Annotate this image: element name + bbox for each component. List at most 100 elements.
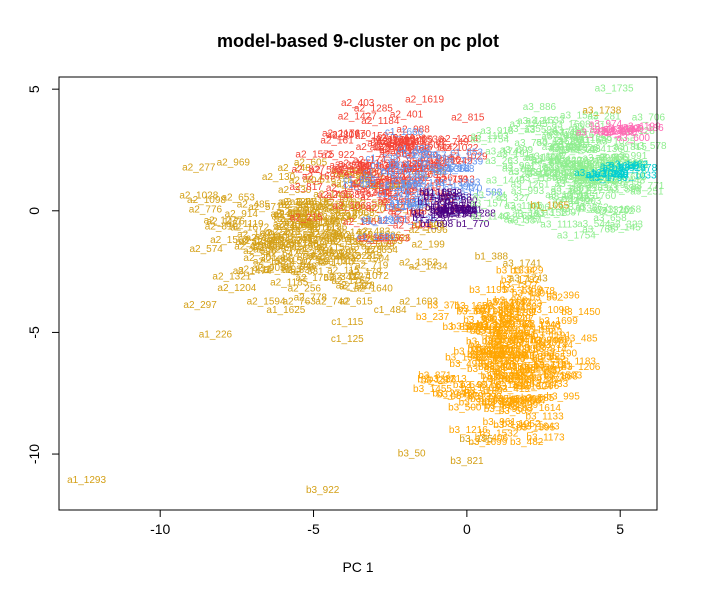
annotation-label: b3_922 — [306, 485, 340, 496]
data-point-label: a3_1684 — [573, 166, 612, 177]
data-point-label: c1_1633 — [390, 199, 429, 210]
data-point-label: a2_988 — [396, 125, 430, 136]
data-point-label: b3_1133 — [525, 412, 564, 423]
data-point-label: c1_853 — [450, 148, 483, 159]
data-point-label: a3_1012 — [572, 122, 611, 133]
data-point-label: b3_907 — [460, 380, 494, 391]
data-point-label: a2_1040 — [315, 257, 354, 268]
data-point-label: a2_543 — [279, 233, 313, 244]
data-point-label: b3_537 — [470, 351, 504, 362]
data-point-label: b3_1443 — [523, 328, 562, 339]
data-point-label: b3_694 — [472, 350, 506, 361]
data-point-label: a2_215 — [290, 213, 324, 224]
annotation-label: a2_297 — [183, 300, 217, 311]
data-point-label: b3_300 — [508, 344, 542, 355]
data-point-label: a3_1077 — [525, 152, 564, 163]
data-point-label: a2_588 — [287, 207, 321, 218]
data-point-label: b3_502 — [530, 293, 564, 304]
data-point-label: a2_836 — [428, 155, 462, 166]
data-point-label: b3_1132 — [525, 366, 564, 377]
data-point-label: a2_1458 — [384, 163, 423, 174]
data-point-label: a2_743 — [362, 173, 396, 184]
data-point-label: a3_951 — [593, 156, 627, 167]
annotation-label: c1_125 — [331, 334, 364, 345]
data-point-label: a2_708 — [281, 262, 315, 273]
data-point-label: a2_795 — [318, 190, 352, 201]
data-point-label: b3_878 — [522, 286, 556, 297]
data-point-label: a2_138 — [235, 237, 269, 248]
data-point-label: b3_406 — [475, 433, 509, 444]
data-point-label: a2_742 — [315, 297, 349, 308]
data-point-label: a2_1109 — [255, 232, 294, 243]
data-point-label: a2_790 — [335, 161, 369, 172]
data-point-label: b3_247 — [500, 314, 534, 325]
annotation-label: b3_50 — [398, 449, 426, 460]
data-point-label: b3_864 — [509, 394, 543, 405]
data-point-label: a2_1534 — [317, 212, 356, 223]
data-point-label: a3_543 — [557, 159, 591, 170]
data-point-label: a2_103 — [413, 159, 447, 170]
data-point-label: b3_237 — [416, 312, 450, 323]
data-point-label: a3_232 — [603, 127, 637, 138]
data-point-label: b3_1275 — [468, 345, 507, 356]
data-point-label: c1_433 — [397, 144, 430, 155]
data-point-label: a2_255 — [275, 230, 309, 241]
data-point-label: a3_991 — [614, 151, 648, 162]
data-point-label: a2_1051 — [311, 250, 350, 261]
data-point-label: a2_537 — [339, 282, 373, 293]
data-point-label: a2_1513 — [436, 174, 475, 185]
data-point-label: a2_330 — [282, 265, 316, 276]
data-point-label: b3_1404 — [451, 321, 490, 332]
data-point-label: b3_933 — [502, 319, 536, 330]
data-point-label: b3_1195 — [469, 285, 508, 296]
data-point-label: b3_1377 — [487, 356, 526, 367]
data-point-label: a3_1128 — [548, 191, 587, 202]
data-point-label: b3_1344 — [493, 420, 532, 431]
data-point-label: a3_284 — [552, 125, 586, 136]
data-point-label: b3_585 — [521, 393, 555, 404]
data-point-label: b3_1191 — [533, 330, 572, 341]
data-point-label: a2_1792 — [281, 214, 320, 225]
data-point-label: a3_959 — [602, 160, 636, 171]
data-point-label: b3_1761 — [498, 307, 537, 318]
data-point-label: a2_969 — [217, 158, 251, 169]
data-point-label: a2_585 — [399, 142, 433, 153]
data-point-label: a3_901 — [502, 161, 536, 172]
data-point-label: a3_1267 — [577, 169, 616, 180]
data-point-label: a3_1705 — [555, 164, 594, 175]
data-point-label: a3_1448 — [606, 176, 645, 187]
data-point-label: a2_1152 — [360, 192, 399, 203]
data-point-label: c1_168 — [442, 164, 475, 175]
data-point-label: c1_602 — [381, 167, 414, 178]
data-point-label: b3_466 — [469, 340, 503, 351]
data-point-label: a2_1353 — [399, 257, 438, 268]
data-point-label: c1_920 — [394, 176, 427, 187]
data-point-label: a2_783 — [369, 236, 403, 247]
data-point-label: a2_161 — [320, 135, 354, 146]
data-point-label: b3_1643 — [521, 422, 560, 433]
data-point-label: a3_660 — [584, 156, 618, 167]
data-point-label: a3_492 — [578, 159, 612, 170]
data-point-label: a2_732 — [387, 164, 421, 175]
data-point-label: b3_311 — [459, 398, 492, 409]
data-point-label: a2_749 — [261, 228, 295, 239]
data-point-label: a2_243 — [307, 224, 341, 235]
annotation-label: a3_1741 — [503, 259, 542, 270]
data-point-label: a2_215 — [340, 230, 374, 241]
data-point-label: a3_162 — [564, 160, 598, 171]
data-point-label: a3_376 — [552, 202, 586, 213]
data-point-label: a3_544 — [577, 219, 611, 230]
data-point-label: a3_190 — [611, 124, 645, 135]
data-point-label: a2_401 — [390, 110, 424, 121]
data-point-label: b3_1633 — [493, 298, 532, 309]
data-point-label: b3_1532 — [479, 429, 518, 440]
data-point-label: a2_819 — [205, 222, 239, 233]
data-point-label: b3_1630 — [454, 301, 493, 312]
data-point-label: b3_1395 — [516, 422, 555, 433]
data-point-label: b3_829 — [510, 266, 544, 277]
data-point-label: b3_712 — [534, 360, 568, 371]
data-point-label: a3_1689 — [585, 170, 624, 181]
data-point-label: a3_1360 — [590, 144, 629, 155]
data-point-label: a3_747 — [582, 174, 616, 185]
data-point-label: a2_827 — [292, 165, 326, 176]
